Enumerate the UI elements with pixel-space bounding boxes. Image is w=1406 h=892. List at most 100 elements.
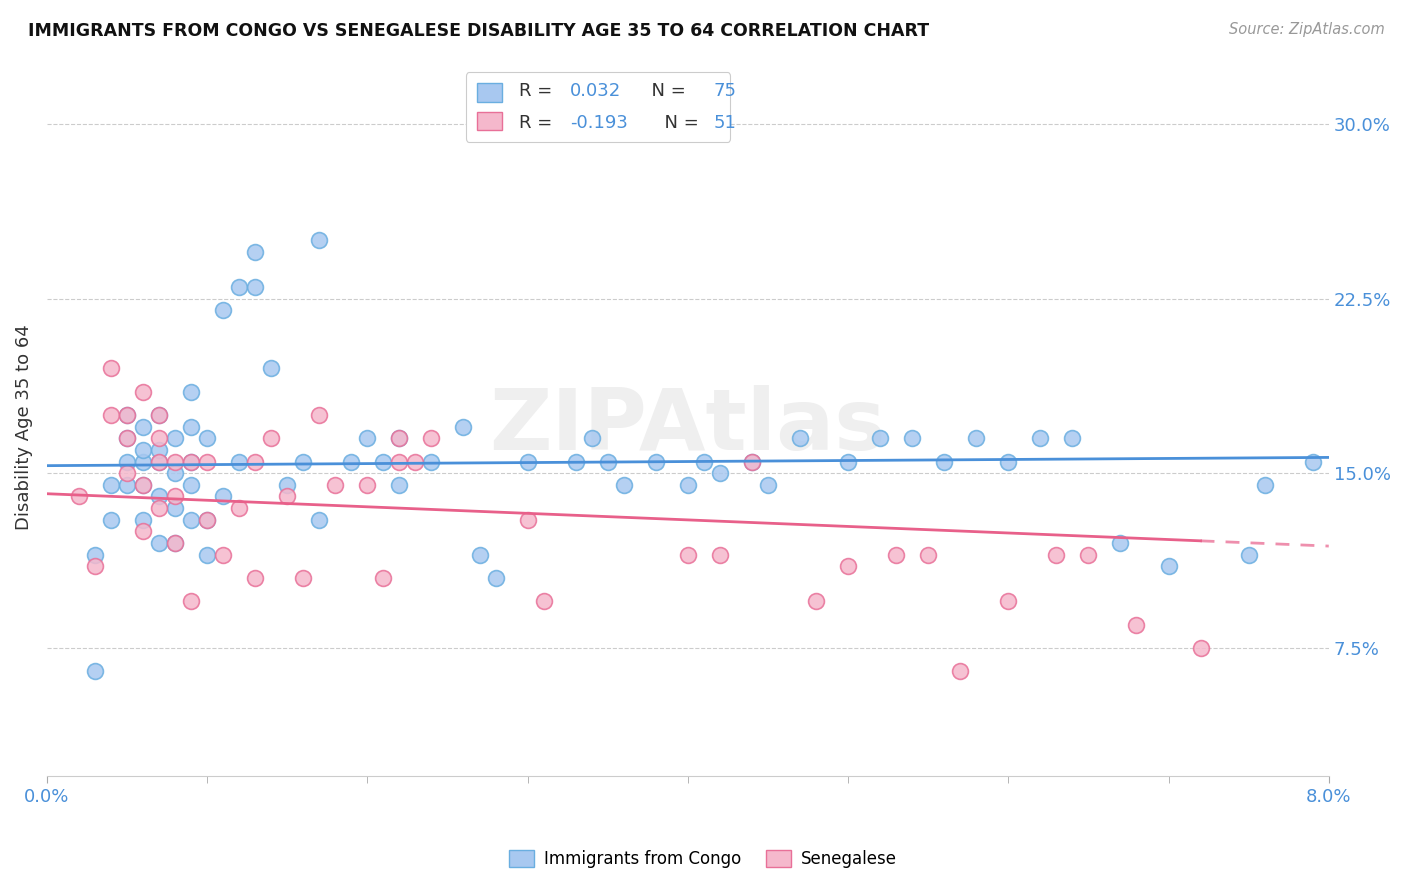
Point <box>245 454 267 468</box>
Point <box>901 431 924 445</box>
Point <box>100 361 122 376</box>
Point <box>84 559 107 574</box>
Point <box>180 513 202 527</box>
Point <box>804 594 827 608</box>
Point <box>115 431 138 445</box>
Point <box>693 454 716 468</box>
Point <box>1029 431 1052 445</box>
Point <box>148 408 170 422</box>
Point <box>709 466 731 480</box>
Text: ZIPAtlas: ZIPAtlas <box>489 385 886 468</box>
Point <box>292 571 315 585</box>
Text: N =: N = <box>641 82 692 100</box>
Text: IMMIGRANTS FROM CONGO VS SENEGALESE DISABILITY AGE 35 TO 64 CORRELATION CHART: IMMIGRANTS FROM CONGO VS SENEGALESE DISA… <box>28 22 929 40</box>
Point <box>308 513 330 527</box>
Point <box>276 490 298 504</box>
Point <box>100 408 122 422</box>
Point <box>596 454 619 468</box>
Point <box>741 454 763 468</box>
Point <box>132 419 155 434</box>
Point <box>115 454 138 468</box>
Point <box>420 454 443 468</box>
Point <box>965 431 987 445</box>
Point <box>613 478 636 492</box>
Point <box>84 664 107 678</box>
Point <box>917 548 939 562</box>
Point <box>837 454 859 468</box>
Point <box>100 513 122 527</box>
Text: 0.032: 0.032 <box>569 82 621 100</box>
Point <box>323 478 346 492</box>
Point <box>1157 559 1180 574</box>
Point <box>132 524 155 539</box>
Point <box>404 454 426 468</box>
Point <box>132 384 155 399</box>
Point <box>997 594 1019 608</box>
Text: R =: R = <box>519 114 558 132</box>
Point <box>165 431 187 445</box>
Point <box>949 664 972 678</box>
Point <box>195 513 218 527</box>
Legend: Immigrants from Congo, Senegalese: Immigrants from Congo, Senegalese <box>502 843 904 875</box>
Point <box>388 431 411 445</box>
Text: R =: R = <box>519 82 558 100</box>
Text: -0.193: -0.193 <box>569 114 628 132</box>
Point <box>308 408 330 422</box>
Point <box>934 454 956 468</box>
Point <box>212 490 235 504</box>
Point <box>1253 478 1275 492</box>
Point <box>1062 431 1084 445</box>
Point <box>228 454 250 468</box>
Point <box>1109 536 1132 550</box>
Point <box>115 408 138 422</box>
Point <box>1077 548 1099 562</box>
Point <box>997 454 1019 468</box>
Point <box>837 559 859 574</box>
Point <box>165 536 187 550</box>
Point <box>581 431 603 445</box>
Point <box>308 234 330 248</box>
Point <box>644 454 666 468</box>
Point <box>132 513 155 527</box>
Point <box>420 431 443 445</box>
Point <box>165 490 187 504</box>
Point <box>884 548 907 562</box>
Point <box>388 454 411 468</box>
Point <box>516 513 538 527</box>
Point <box>468 548 491 562</box>
Point <box>115 466 138 480</box>
Point <box>516 454 538 468</box>
Point <box>1189 640 1212 655</box>
Point <box>388 431 411 445</box>
Point <box>484 571 506 585</box>
Point <box>180 419 202 434</box>
Point <box>132 478 155 492</box>
Point <box>245 245 267 260</box>
Point <box>373 571 395 585</box>
Point <box>84 548 107 562</box>
Y-axis label: Disability Age 35 to 64: Disability Age 35 to 64 <box>15 324 32 530</box>
Point <box>373 454 395 468</box>
Point <box>148 454 170 468</box>
Point <box>228 280 250 294</box>
Point <box>132 442 155 457</box>
Point <box>260 361 283 376</box>
Point <box>533 594 555 608</box>
Point <box>1045 548 1067 562</box>
Point <box>180 384 202 399</box>
Point <box>132 454 155 468</box>
Point <box>356 478 378 492</box>
Point <box>148 442 170 457</box>
Point <box>195 454 218 468</box>
Point <box>100 478 122 492</box>
Point <box>676 548 699 562</box>
Point <box>356 431 378 445</box>
Point <box>676 478 699 492</box>
Point <box>165 536 187 550</box>
Point <box>340 454 363 468</box>
Point <box>453 419 475 434</box>
Point <box>180 454 202 468</box>
Point <box>869 431 891 445</box>
Point <box>1237 548 1260 562</box>
Point <box>1302 454 1324 468</box>
